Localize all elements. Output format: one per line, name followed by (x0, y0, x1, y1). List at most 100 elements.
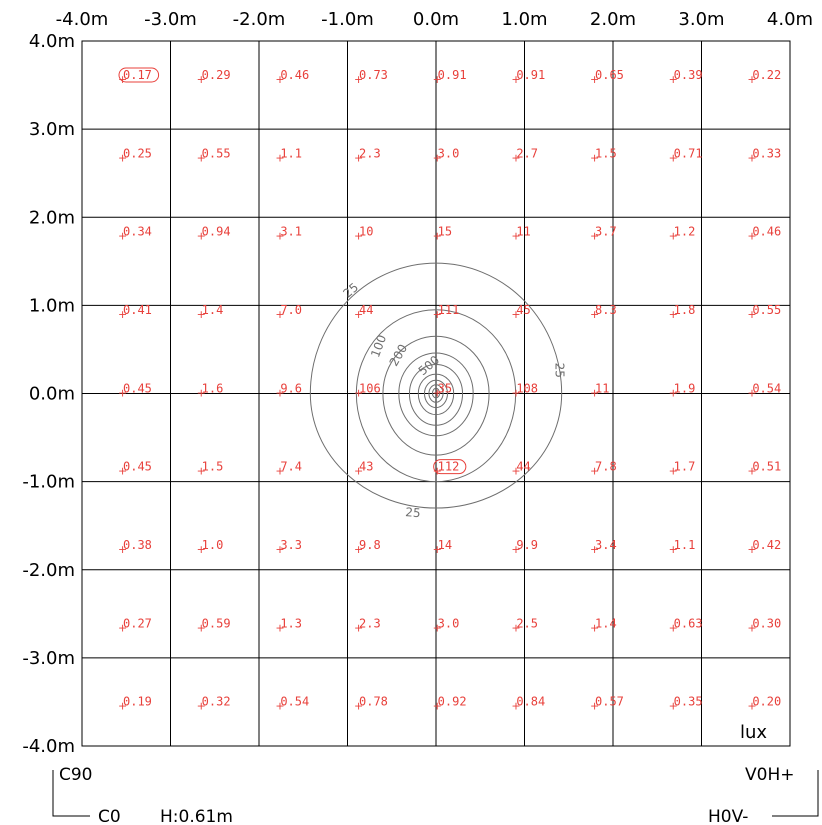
illuminance-value: 0.35 (674, 695, 703, 709)
measurement-point-marker: + (590, 386, 599, 399)
c0-label: C0 (98, 807, 121, 825)
x-tick-label: -4.0m (56, 9, 109, 30)
measurement-point-marker: + (747, 151, 756, 164)
measurement-point-marker: + (747, 386, 756, 399)
measurement-point-marker: + (118, 621, 127, 634)
illuminance-value: 106 (359, 381, 381, 395)
illuminance-value: 1.7 (674, 460, 696, 474)
illuminance-value: 0.55 (202, 146, 231, 160)
y-axis-ticks: 4.0m 3.0m 2.0m 1.0m 0.0m -1.0m -2.0m -3.0m -4.0m (22, 31, 75, 757)
illuminance-value: 3.4 (595, 538, 617, 552)
measurement-point-marker: + (669, 386, 678, 399)
max-value-marker (433, 459, 467, 475)
illuminance-value: 0.54 (280, 695, 309, 709)
measurement-point-marker: + (511, 465, 520, 478)
measurement-point-marker: + (197, 700, 206, 713)
illuminance-value: 0.30 (752, 616, 781, 630)
illuminance-value: 2.3 (359, 616, 381, 630)
illuminance-value: 1.9 (674, 381, 696, 395)
illuminance-value: 3.1 (280, 225, 302, 239)
illuminance-value: 0.65 (595, 68, 624, 82)
measurement-point-marker: + (118, 151, 127, 164)
x-tick-label: 0.0m (413, 9, 459, 30)
measurement-point-marker: + (590, 700, 599, 713)
measurement-point-marker: + (275, 543, 284, 556)
x-tick-label: 2.0m (590, 9, 636, 30)
measurement-point-marker: + (118, 700, 127, 713)
measurement-point-marker: + (354, 151, 363, 164)
measurement-point-marker: + (511, 621, 520, 634)
measurement-point-marker: + (197, 543, 206, 556)
measurement-point-marker: + (433, 700, 442, 713)
measurement-point-marker: + (118, 73, 127, 86)
isolux-contour-line (417, 373, 455, 416)
illuminance-value: 0.73 (359, 68, 388, 82)
illuminance-value: 0.33 (752, 146, 781, 160)
illuminance-value: 14 (438, 538, 452, 552)
x-tick-label: -3.0m (144, 9, 197, 30)
illuminance-value: 0.91 (438, 68, 467, 82)
illuminance-value: 1.8 (674, 303, 696, 317)
illuminance-value: 0.20 (752, 695, 781, 709)
measurement-point-marker: + (354, 621, 363, 634)
measurement-point-marker: + (354, 73, 363, 86)
illuminance-value: 1.6 (202, 381, 224, 395)
illuminance-value: 0.94 (202, 225, 231, 239)
y-tick-label: -3.0m (22, 648, 75, 669)
illuminance-value: 9.8 (359, 538, 381, 552)
measurement-point-marker: + (118, 386, 127, 399)
measurement-point-marker: + (747, 621, 756, 634)
measurement-point-marker: + (590, 73, 599, 86)
x-tick-label: 3.0m (678, 9, 724, 30)
illuminance-value: 15 (438, 225, 452, 239)
isolux-contour-line (309, 262, 563, 509)
illuminance-value: 0.54 (752, 381, 781, 395)
measurement-point-marker: + (354, 386, 363, 399)
measurement-point-marker: + (669, 621, 678, 634)
contour-label: 25 (340, 280, 361, 301)
unit-label: lux (740, 722, 767, 743)
illuminance-value: 0.22 (752, 68, 781, 82)
isolux-contour-line (408, 364, 464, 426)
illuminance-value: 0.84 (516, 695, 545, 709)
illuminance-value: 11 (516, 225, 530, 239)
measurement-point-marker: + (747, 543, 756, 556)
illuminance-value: 112 (438, 460, 460, 474)
measurement-point-marker: + (118, 543, 127, 556)
y-tick-label: 1.0m (29, 295, 75, 316)
measurement-point-marker: + (275, 465, 284, 478)
measurement-point-marker: + (747, 230, 756, 243)
measurement-point-marker: + (590, 465, 599, 478)
measurement-point-marker: + (433, 230, 442, 243)
measurement-point-marker: + (118, 465, 127, 478)
measurement-point-marker: + (275, 151, 284, 164)
y-tick-label: 0.0m (29, 384, 75, 405)
illuminance-value: 0.38 (123, 538, 152, 552)
illuminance-value: 44 (359, 303, 373, 317)
measurement-point-marker: + (590, 621, 599, 634)
illuminance-value: 1.3 (280, 616, 302, 630)
illuminance-value: 1.4 (595, 616, 617, 630)
measurement-point-marker: + (275, 621, 284, 634)
illuminance-value: 0.63 (674, 616, 703, 630)
mounting-height-label: H:0.61m (160, 807, 233, 825)
illuminance-value: 0.46 (280, 68, 309, 82)
measurement-point-marker: + (669, 230, 678, 243)
illuminance-value: 0.51 (752, 460, 781, 474)
illuminance-value: 0.34 (123, 225, 152, 239)
measurement-point-marker: + (433, 465, 442, 478)
measurement-point-marker: + (433, 543, 442, 556)
h0v-label: H0V- (708, 807, 748, 825)
isolux-contour-line (431, 387, 441, 399)
illuminance-value: 35 (438, 381, 452, 395)
measurement-point-marker: + (590, 308, 599, 321)
illuminance-value: 0.45 (123, 460, 152, 474)
contour-label: 25 (405, 505, 421, 520)
measurement-point-marker: + (197, 386, 206, 399)
measurement-point-marker: + (275, 700, 284, 713)
measurement-point-marker: + (511, 700, 520, 713)
measurement-point-marker: + (275, 308, 284, 321)
illuminance-value: 10 (359, 225, 373, 239)
isolux-contour-line (428, 384, 444, 403)
